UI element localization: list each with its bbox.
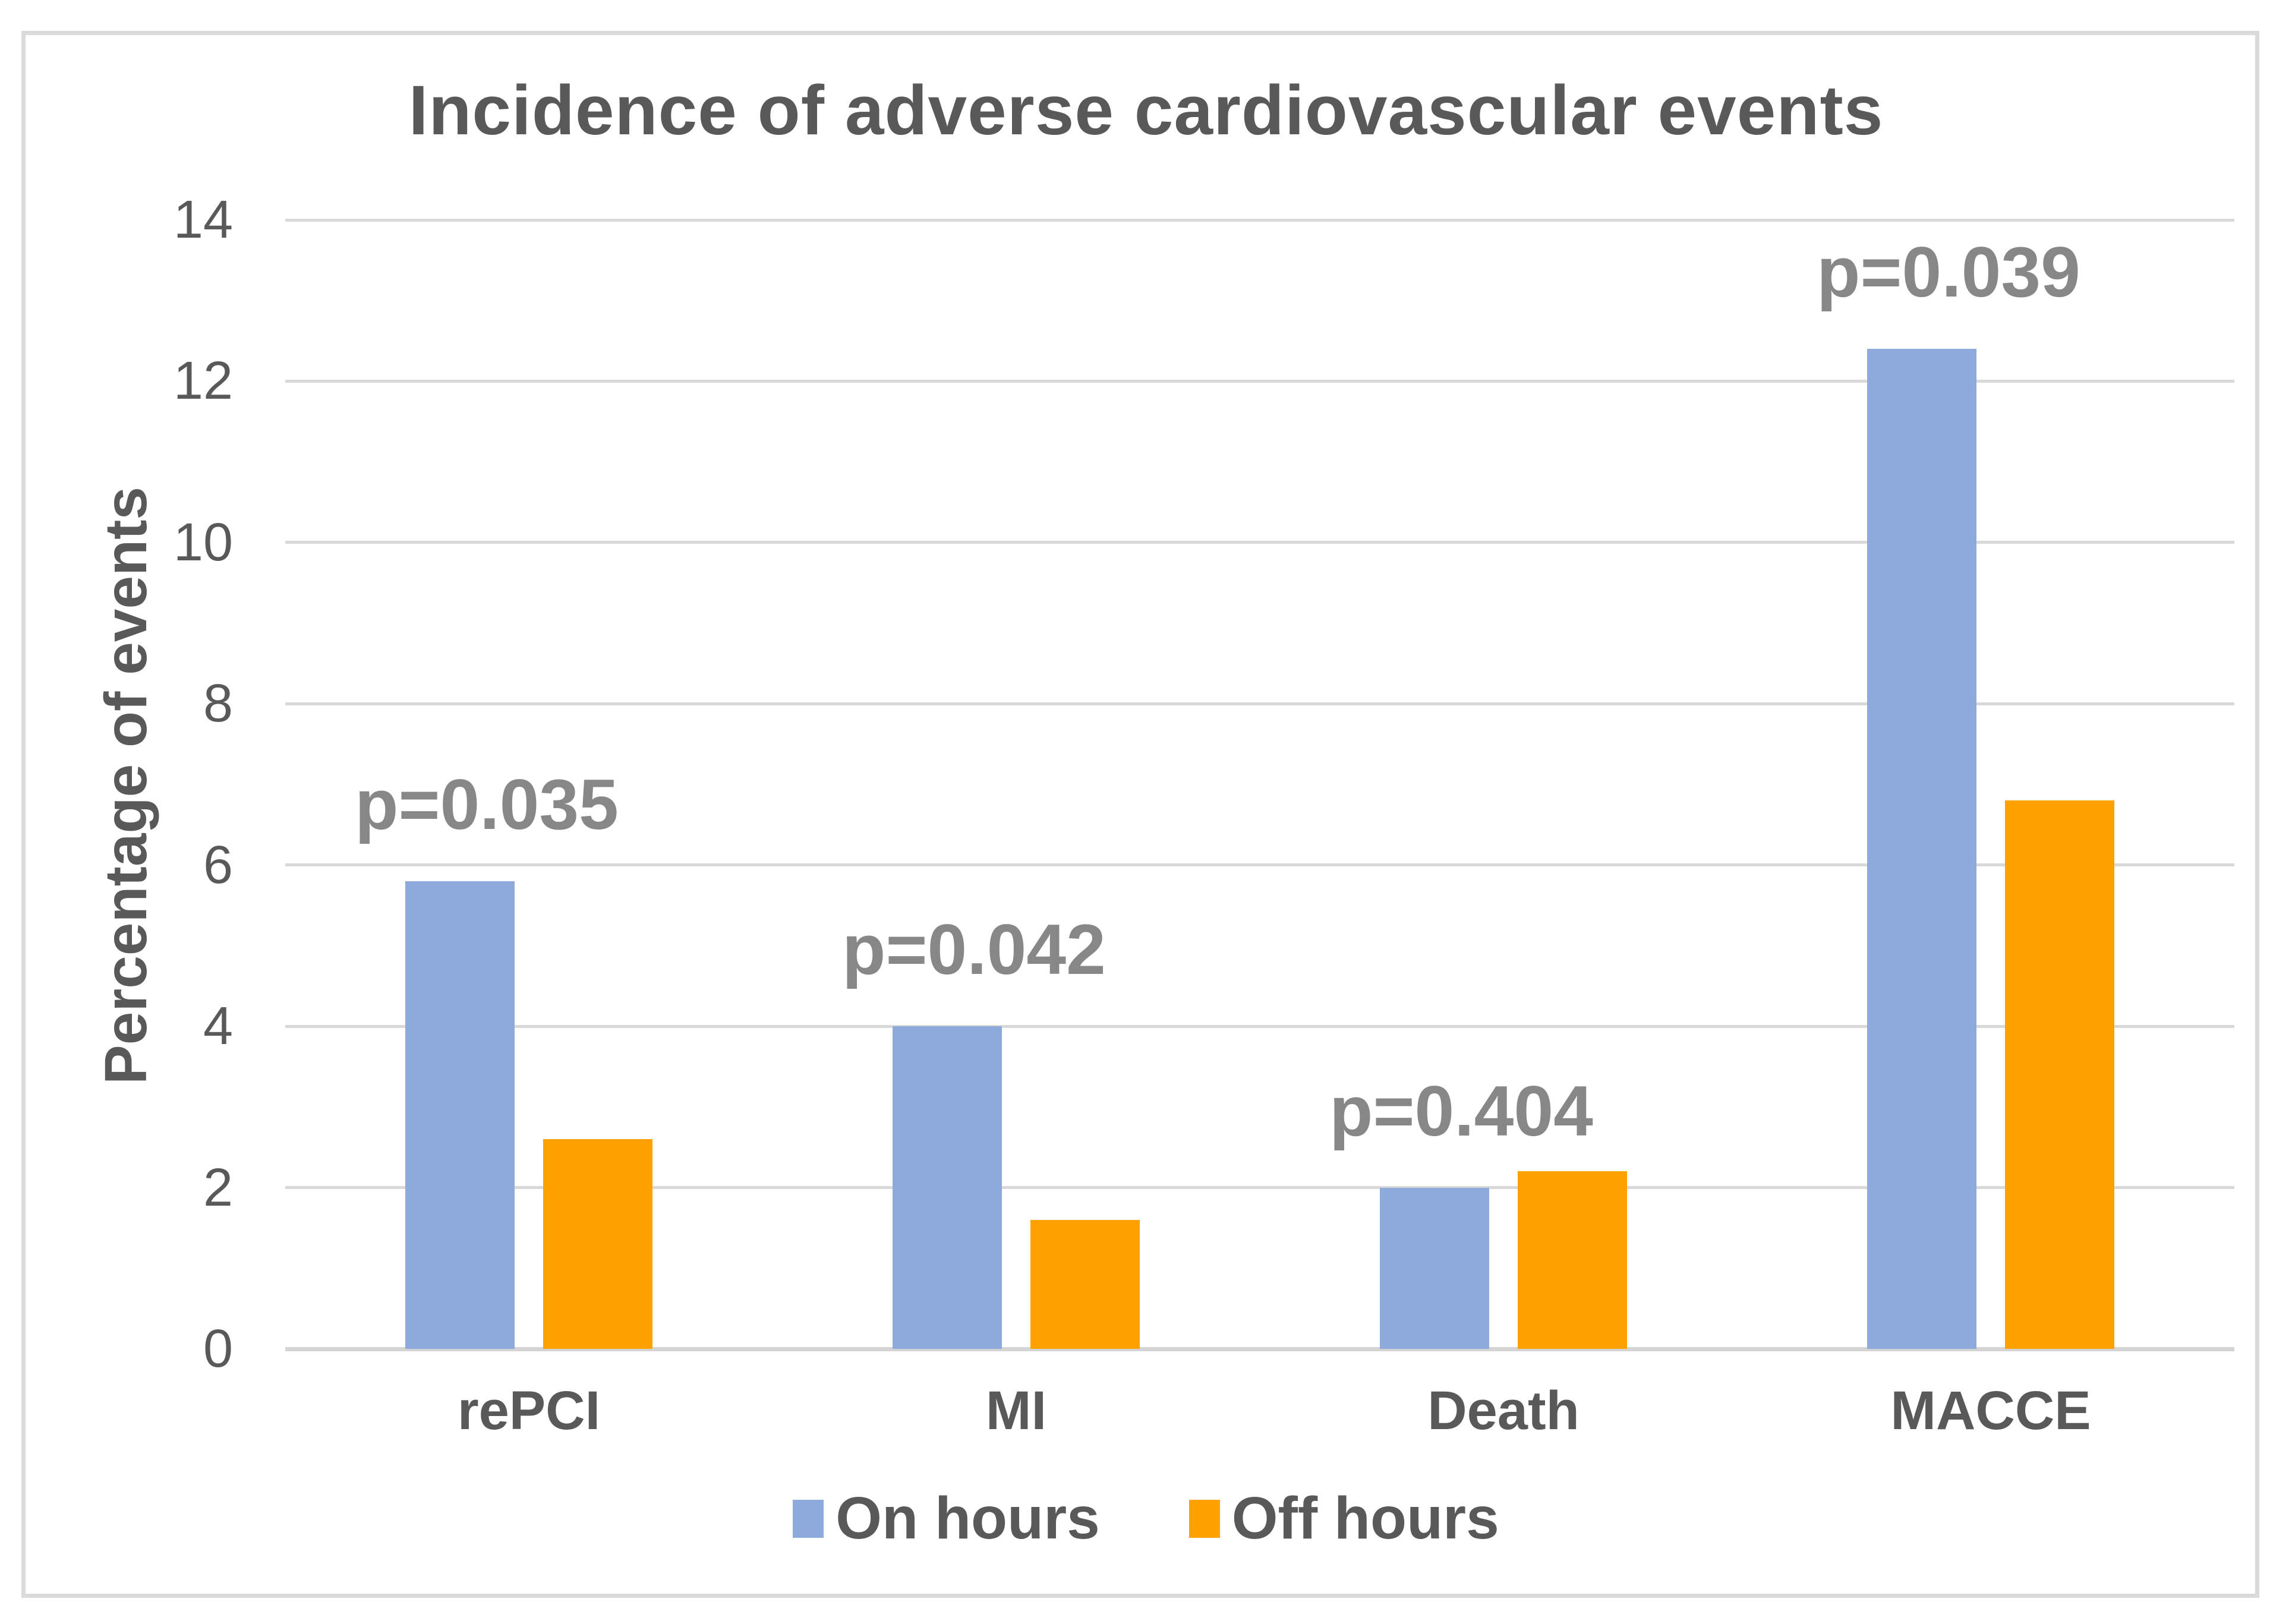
p-value-label-MACCE: p=0.039 bbox=[1817, 232, 2080, 313]
gridline-y-14 bbox=[285, 218, 2234, 222]
p-value-label-Death: p=0.404 bbox=[1329, 1071, 1593, 1151]
bar-group-MACCE: p=0.039 bbox=[1747, 220, 2234, 1349]
x-category-label-Death: Death bbox=[1427, 1380, 1580, 1441]
x-category-label-rePCI: rePCI bbox=[457, 1380, 601, 1441]
y-tick-label-0: 0 bbox=[203, 1319, 233, 1379]
legend-item-on-hours: On hours bbox=[793, 1484, 1100, 1553]
gridline-y-12 bbox=[285, 379, 2234, 383]
x-category-label-MACCE: MACCE bbox=[1890, 1380, 2091, 1441]
bar-on-hours-MACCE bbox=[1867, 349, 1976, 1349]
gridline-y-2 bbox=[285, 1186, 2234, 1190]
x-category-label-MI: MI bbox=[985, 1380, 1047, 1441]
legend-swatch-icon bbox=[793, 1499, 824, 1538]
y-axis-title: Percentage of events bbox=[93, 487, 159, 1084]
gridline-y-6 bbox=[285, 863, 2234, 867]
y-tick-label-8: 8 bbox=[203, 674, 233, 734]
gridline-y-10 bbox=[285, 541, 2234, 544]
y-tick-label-14: 14 bbox=[173, 190, 233, 250]
legend-swatch-icon bbox=[1188, 1499, 1220, 1538]
chart-title: Incidence of adverse cardiovascular even… bbox=[408, 71, 1884, 150]
legend-label: Off hours bbox=[1231, 1485, 1499, 1552]
bar-off-hours-rePCI bbox=[543, 1139, 652, 1349]
bar-on-hours-MI bbox=[893, 1026, 1002, 1349]
bar-group-Death: p=0.404 bbox=[1260, 220, 1747, 1349]
bar-group-MI: p=0.042 bbox=[773, 220, 1260, 1349]
legend-label: On hours bbox=[836, 1485, 1100, 1552]
y-tick-label-10: 10 bbox=[173, 512, 233, 572]
gridline-y-8 bbox=[285, 702, 2234, 705]
y-tick-label-6: 6 bbox=[203, 835, 233, 895]
legend: On hours Off hours bbox=[0, 1484, 2292, 1553]
gridline-y-4 bbox=[285, 1024, 2234, 1028]
legend-item-off-hours: Off hours bbox=[1188, 1484, 1499, 1553]
plot-area bbox=[285, 218, 2234, 1351]
bar-on-hours-rePCI bbox=[405, 881, 515, 1349]
bar-off-hours-Death bbox=[1518, 1171, 1627, 1349]
bar-off-hours-MI bbox=[1030, 1219, 1140, 1349]
y-tick-label-2: 2 bbox=[203, 1158, 233, 1218]
y-tick-label-4: 4 bbox=[203, 997, 233, 1057]
bar-group-rePCI: p=0.035 bbox=[285, 220, 773, 1349]
y-tick-label-12: 12 bbox=[173, 351, 233, 411]
bar-on-hours-Death bbox=[1380, 1187, 1489, 1349]
gridline-y-0 bbox=[285, 1346, 2234, 1351]
p-value-label-rePCI: p=0.035 bbox=[355, 764, 619, 844]
p-value-label-MI: p=0.042 bbox=[842, 910, 1106, 990]
bar-off-hours-MACCE bbox=[2005, 800, 2114, 1349]
